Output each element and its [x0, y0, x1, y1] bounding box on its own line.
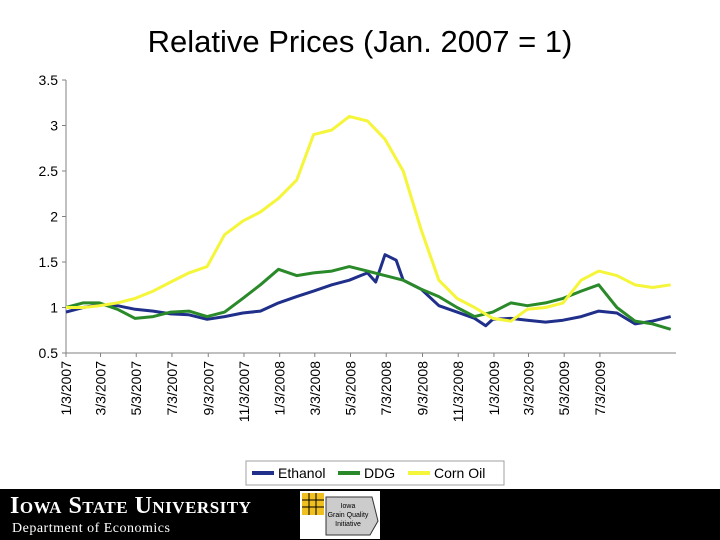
university-name: Iowa State University [10, 493, 252, 519]
series-line-corn-oil [66, 114, 671, 323]
x-tick-label: 11/3/2008 [450, 361, 466, 422]
x-tick-label: 1/3/2007 [58, 361, 74, 416]
x-tick-label: 5/3/2007 [128, 361, 144, 416]
y-tick-label: 3 [50, 118, 58, 134]
x-tick-label: 5/3/2009 [556, 361, 572, 416]
y-tick-label: 2 [50, 209, 58, 225]
legend-label: DDG [364, 465, 395, 481]
legend-box [245, 460, 505, 486]
y-tick-label: 1 [50, 300, 58, 316]
logo-line-1: Iowa [341, 503, 356, 510]
chart-legend: Ethanol DDG Corn Oil [245, 460, 505, 486]
logo-line-3: Initiative [335, 521, 361, 528]
legend-label: Ethanol [278, 465, 325, 481]
x-tick-label: 3/3/2009 [520, 361, 536, 416]
line-chart: 0.5 1 1.5 2 2.5 3 3.5 1/3/2007 3/3/2007 5/3/2007 7… [39, 72, 676, 486]
logo-line-2: Grain Quality [328, 512, 369, 519]
x-tick-label: 9/3/2008 [415, 361, 431, 416]
y-tick-label: 2.5 [39, 163, 59, 179]
series-layer [65, 114, 672, 331]
chart-axes: 0.5 1 1.5 2 2.5 3 3.5 1/3/2007 3/3/2007 5/3/2007 7… [39, 72, 676, 422]
department-name: Department of Economics [12, 521, 171, 536]
y-tick-label: 0.5 [39, 345, 59, 361]
x-tick-label: 1/3/2008 [272, 361, 288, 416]
x-tick-label: 5/3/2008 [343, 361, 359, 416]
chart-title: Relative Prices (Jan. 2007 = 1) [147, 24, 573, 59]
x-tick-label: 3/3/2007 [93, 361, 109, 416]
x-tick-label: 9/3/2007 [200, 361, 216, 416]
footer-banner: Iowa State University Department of Econ… [0, 489, 720, 540]
x-tick-label: 11/3/2007 [236, 361, 252, 422]
grain-quality-logo: Iowa Grain Quality Initiative [300, 491, 380, 539]
x-tick-label: 1/3/2009 [486, 361, 502, 416]
x-tick-label: 7/3/2009 [592, 361, 608, 416]
y-tick-label: 1.5 [39, 254, 59, 270]
x-tick-label: 3/3/2008 [307, 361, 323, 416]
x-tick-label: 7/3/2007 [164, 361, 180, 416]
x-tick-label: 7/3/2008 [378, 361, 394, 416]
series-line-ethanol [65, 253, 672, 328]
y-tick-label: 3.5 [39, 72, 59, 88]
legend-label: Corn Oil [434, 465, 485, 481]
